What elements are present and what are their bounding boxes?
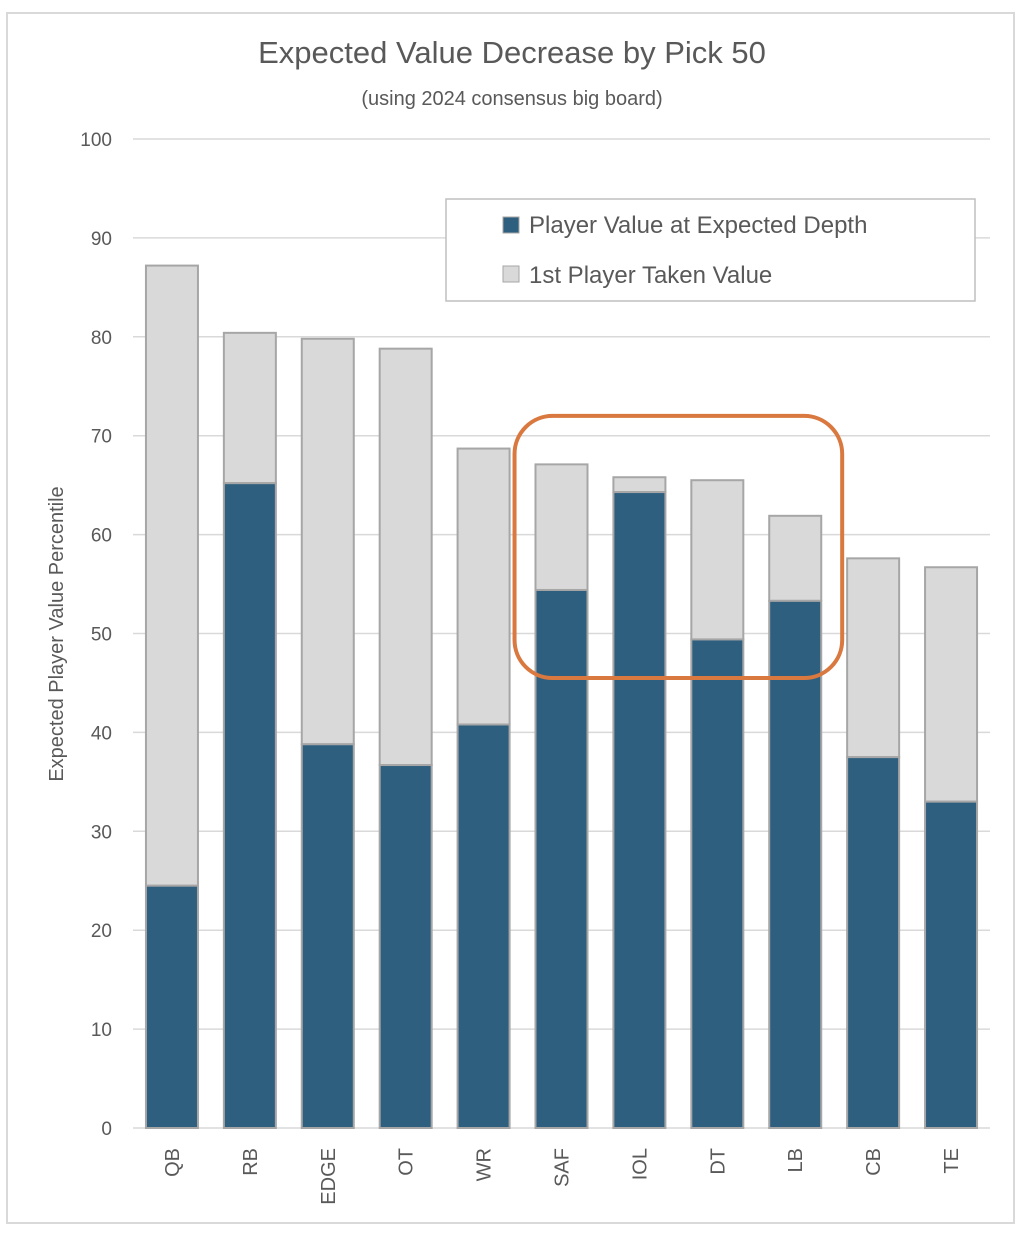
y-axis-label: Expected Player Value Percentile	[46, 486, 68, 781]
y-tick-label: 10	[91, 1020, 112, 1041]
y-tick-label: 80	[91, 328, 112, 349]
bar-expected-depth-iol	[612, 491, 667, 1129]
bar-first-taken-cb	[846, 557, 901, 759]
x-tick-label: TE	[941, 1148, 963, 1174]
x-tick-label: DT	[707, 1148, 729, 1175]
y-tick-label: 0	[101, 1119, 112, 1140]
x-tick-label: LB	[785, 1148, 807, 1172]
bars	[144, 264, 979, 1130]
bar-first-taken-rb	[222, 331, 277, 485]
chart-title: Expected Value Decrease by Pick 50	[258, 35, 766, 70]
y-tick-label: 20	[91, 921, 112, 942]
y-tick-label: 90	[91, 229, 112, 250]
bar-expected-depth-saf	[534, 588, 589, 1129]
legend-label-first-taken: 1st Player Taken Value	[529, 262, 772, 289]
bar-expected-depth-edge	[300, 743, 355, 1129]
x-tick-label: WR	[474, 1148, 496, 1181]
bar-expected-depth-te	[924, 800, 979, 1129]
x-tick-label: SAF	[552, 1148, 574, 1187]
legend-swatch-first-taken	[502, 265, 520, 283]
x-axis-ticks: QB RB EDGE OT WR SAF IOL DT LB CB TE	[162, 1148, 963, 1205]
bar-first-taken-edge	[300, 337, 355, 746]
bar-expected-depth-lb	[768, 599, 823, 1129]
x-tick-label: QB	[162, 1148, 184, 1177]
x-tick-label: EDGE	[318, 1148, 340, 1205]
legend-box	[445, 198, 976, 302]
y-tick-label: 30	[91, 822, 112, 843]
x-tick-label: RB	[240, 1148, 262, 1176]
y-tick-label: 60	[91, 526, 112, 547]
bar-first-taken-iol	[612, 476, 667, 494]
bar-first-taken-wr	[456, 447, 511, 726]
legend: Player Value at Expected Depth 1st Playe…	[445, 198, 976, 302]
y-tick-label: 50	[91, 625, 112, 646]
x-tick-label: CB	[863, 1148, 885, 1176]
bar-expected-depth-dt	[690, 638, 745, 1130]
bar-first-taken-qb	[144, 264, 199, 887]
legend-label-expected-depth: Player Value at Expected Depth	[529, 212, 867, 239]
x-tick-label: IOL	[629, 1148, 651, 1180]
bar-first-taken-saf	[534, 463, 589, 591]
bar-first-taken-te	[924, 566, 979, 803]
y-tick-label: 40	[91, 723, 112, 744]
bar-expected-depth-ot	[378, 764, 433, 1129]
y-axis-ticks: 0 10 20 30 40 50 60 70 80 90 100	[80, 130, 112, 1140]
x-tick-label: OT	[396, 1148, 418, 1176]
bar-first-taken-lb	[768, 514, 823, 602]
y-tick-label: 70	[91, 427, 112, 448]
bar-expected-depth-wr	[456, 723, 511, 1129]
highlight-box	[512, 413, 845, 681]
bar-expected-depth-cb	[846, 756, 901, 1129]
chart-subtitle: (using 2024 consensus big board)	[361, 88, 662, 110]
bar-first-taken-dt	[690, 479, 745, 641]
y-tick-label: 100	[80, 130, 112, 151]
bar-first-taken-ot	[378, 347, 433, 767]
bar-expected-depth-qb	[144, 884, 199, 1129]
legend-swatch-expected-depth	[502, 216, 520, 234]
bar-expected-depth-rb	[222, 482, 277, 1129]
